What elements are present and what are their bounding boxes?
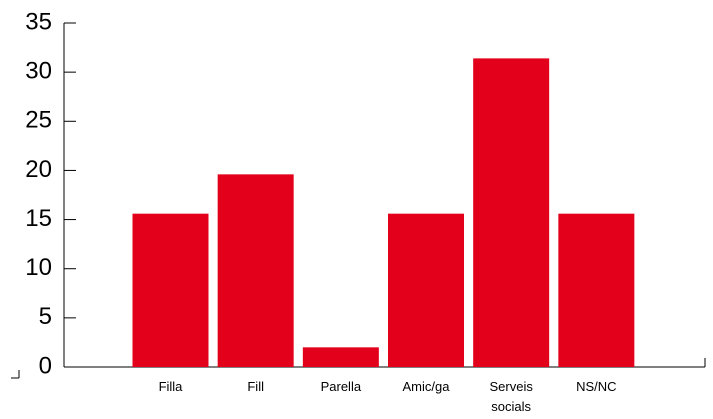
x-tick-label: NS/NC	[576, 379, 616, 394]
x-tick-label: Parella	[321, 379, 362, 394]
y-tick-label: 25	[25, 107, 52, 134]
x-tick-label: Filla	[159, 379, 184, 394]
chart-bars	[132, 58, 635, 367]
y-tick-label: 5	[39, 303, 52, 330]
bar	[388, 213, 465, 367]
bar	[302, 347, 379, 367]
bar	[558, 213, 635, 367]
y-tick-label: 35	[25, 8, 52, 35]
x-tick-label: Fill	[247, 379, 264, 394]
y-tick-label: 10	[25, 254, 52, 281]
y-tick-label: 20	[25, 156, 52, 183]
y-tick-label: 15	[25, 205, 52, 232]
x-tick-label: Amic/ga	[403, 379, 451, 394]
y-axis-ticks: 0 5 10 15 20 25 30 35	[25, 8, 76, 379]
bar	[217, 174, 294, 367]
bar	[473, 58, 550, 367]
bar	[132, 213, 209, 367]
x-tick-label: Serveis	[490, 379, 534, 394]
x-tick-label: socials	[491, 399, 531, 414]
y-tick-label: 0	[39, 352, 52, 379]
x-axis-labels: Filla Fill Parella Amic/ga Serveis socials NS/…	[159, 379, 617, 414]
y-tick-label: 30	[25, 57, 52, 84]
